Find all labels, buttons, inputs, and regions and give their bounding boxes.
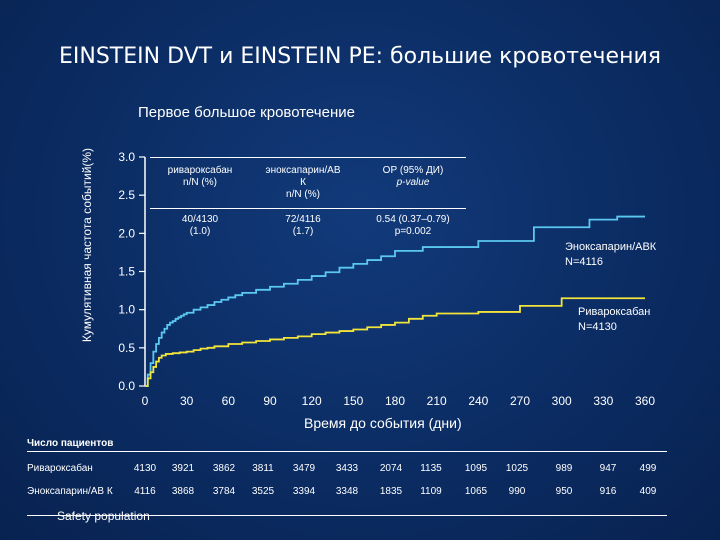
at-risk-value: 3525 bbox=[251, 486, 275, 497]
at-risk-value: 2074 bbox=[379, 463, 403, 474]
footnote: Safety population bbox=[57, 509, 150, 523]
at-risk-value: 947 bbox=[599, 463, 617, 474]
at-risk-label-enox: Эноксапарин/АВ К bbox=[27, 486, 113, 497]
x-tick-label: 300 bbox=[552, 394, 572, 408]
x-tick-label: 150 bbox=[343, 394, 363, 408]
table-value-hr: 0.54 (0.37–0.79) p=0.002 bbox=[376, 214, 450, 237]
at-risk-value: 950 bbox=[555, 486, 573, 497]
table-header-hr: ОР (95% ДИ) p-value bbox=[382, 165, 444, 188]
at-risk-value: 409 bbox=[639, 486, 657, 497]
x-tick-label: 240 bbox=[468, 394, 488, 408]
x-tick-label: 30 bbox=[180, 394, 194, 408]
at-risk-value: 4116 bbox=[134, 486, 156, 497]
y-tick-label: 0.0 bbox=[118, 379, 135, 393]
at-risk-label-riva: Ривароксабан bbox=[27, 463, 93, 474]
at-risk-value: 3479 bbox=[292, 463, 316, 474]
at-risk-title: Число пациентов bbox=[27, 438, 114, 449]
at-risk-value: 3784 bbox=[212, 486, 236, 497]
x-tick-label: 360 bbox=[635, 394, 655, 408]
at-risk-value: 499 bbox=[639, 463, 657, 474]
riva-annotation: Ривароксабан N=4130 bbox=[578, 306, 651, 333]
x-axis-label: Время до события (дни) bbox=[304, 415, 462, 431]
at-risk-value: 3811 bbox=[252, 463, 274, 474]
at-risk-top-rule bbox=[27, 451, 667, 452]
at-risk-value: 1065 bbox=[464, 486, 488, 497]
at-risk-value: 3433 bbox=[335, 463, 359, 474]
at-risk-value: 3921 bbox=[171, 463, 195, 474]
at-risk-value: 1025 bbox=[505, 463, 529, 474]
at-risk-value: 989 bbox=[555, 463, 573, 474]
x-tick-label: 120 bbox=[302, 394, 322, 408]
table-value-riva: 40/4130 (1.0) bbox=[181, 214, 219, 237]
table-value-enox: 72/4116 (1.7) bbox=[285, 214, 321, 237]
x-tick-label: 60 bbox=[222, 394, 236, 408]
series-line-rivaroxaban bbox=[145, 297, 645, 387]
at-risk-value: 1135 bbox=[420, 463, 442, 474]
at-risk-value: 3862 bbox=[212, 463, 236, 474]
at-risk-value: 990 bbox=[508, 486, 526, 497]
at-risk-value: 1109 bbox=[420, 486, 442, 497]
enox-annotation: Эноксапарин/АВК N=4116 bbox=[565, 241, 657, 268]
x-tick-label: 180 bbox=[385, 394, 405, 408]
x-tick-label: 90 bbox=[263, 394, 277, 408]
table-top-rule bbox=[150, 157, 466, 158]
y-tick-label: 2.0 bbox=[118, 226, 135, 240]
y-tick-label: 2.5 bbox=[118, 188, 135, 202]
at-risk-value: 1095 bbox=[464, 463, 488, 474]
table-header-riva: ривароксабан n/N (%) bbox=[167, 165, 233, 188]
at-risk-value: 916 bbox=[599, 486, 617, 497]
y-tick-label: 0.5 bbox=[118, 341, 135, 355]
at-risk-bottom-rule bbox=[27, 515, 667, 516]
at-risk-value: 1835 bbox=[379, 486, 403, 497]
x-tick-label: 330 bbox=[593, 394, 613, 408]
x-tick-label: 0 bbox=[142, 394, 149, 408]
at-risk-value: 3868 bbox=[171, 486, 195, 497]
at-risk-value: 3394 bbox=[292, 486, 316, 497]
at-risk-value: 3348 bbox=[335, 486, 359, 497]
chart-title: Первое большое кровотечение bbox=[138, 104, 355, 121]
x-tick-label: 210 bbox=[427, 394, 447, 408]
y-tick-label: 1.0 bbox=[118, 303, 135, 317]
y-tick-label: 3.0 bbox=[118, 150, 135, 164]
y-tick-label: 1.5 bbox=[118, 265, 135, 279]
at-risk-value: 4130 bbox=[133, 463, 157, 474]
table-header-rule bbox=[150, 208, 466, 209]
page-title: EINSTEIN DVT и EINSTEIN PE: большие кров… bbox=[58, 44, 662, 69]
series-line-enoxaparin bbox=[145, 215, 645, 387]
x-tick-label: 270 bbox=[510, 394, 530, 408]
